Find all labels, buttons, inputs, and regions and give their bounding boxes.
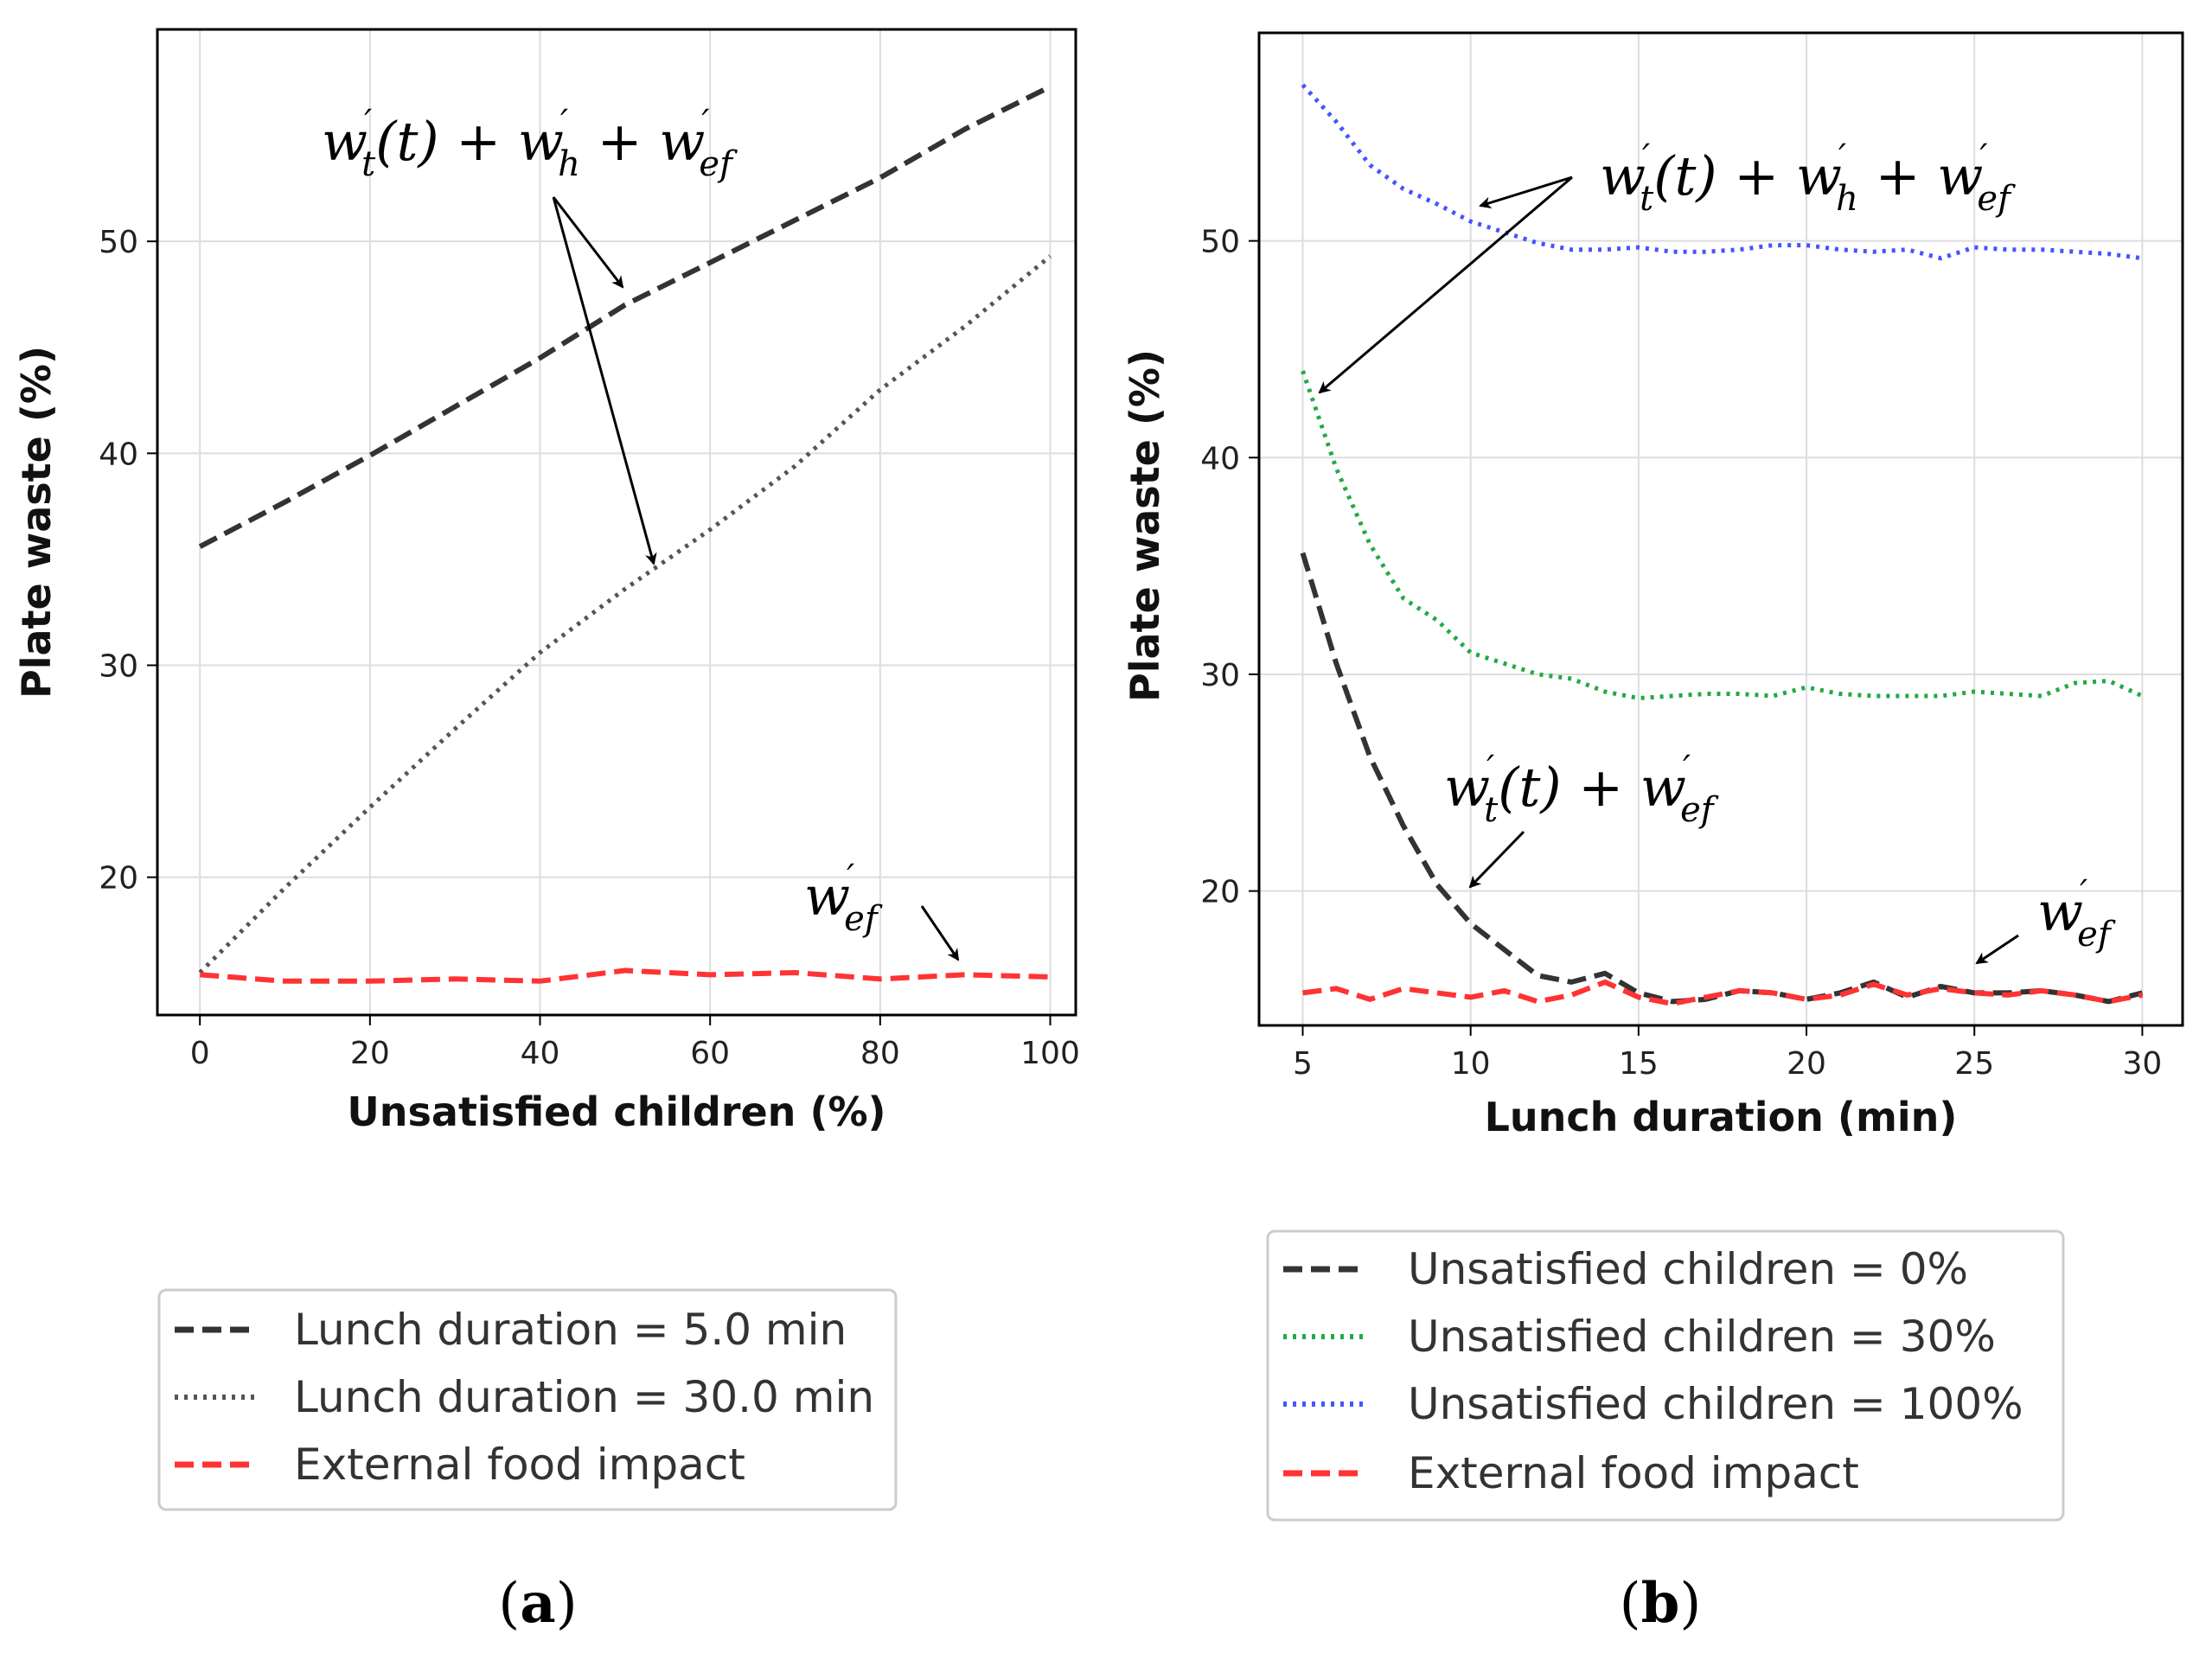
x-tick-label: 10 [1451,1046,1491,1082]
series-lines-b [1300,83,2144,1006]
annotation-arrow-a3 [920,905,960,961]
y-tick-label: 40 [1200,441,1240,476]
panel-label-a: (a) [498,1571,577,1636]
series-line-1 [198,84,1052,549]
x-tick-label: 20 [350,1036,390,1071]
y-tick-label: 40 [99,437,138,472]
legend-label-a1: Lunch duration = 5.0 min [294,1305,847,1355]
legend-label-a3: External food impact [294,1440,745,1490]
series-line-3 [199,967,1051,984]
plot-frame-b [1257,31,2184,1027]
series-lines-a [198,84,1052,984]
x-axis-title-a: Unsatisfied children (%) [347,1089,885,1135]
x-tick-label: 100 [1020,1036,1080,1071]
y-tick-label: 20 [99,861,138,897]
annotation-ef-a: w′ ef [804,858,883,939]
y-tick-label: 50 [1200,225,1240,260]
annotation-arrow-b4 [1975,934,2019,965]
annotation-ef-b: w′ ef [2037,873,2116,954]
annotation-sum-a: w′ t(t) + w′ h + w′ ef [322,103,738,184]
panel-label-b: (b) [1620,1571,1702,1636]
legend-label-b4: External food impact [1408,1448,1859,1498]
series-line-4 [1302,979,2143,1006]
x-tick-label: 40 [521,1036,560,1071]
y-tick-label: 20 [1200,875,1240,910]
legend-label-a2: Lunch duration = 30.0 min [294,1372,874,1422]
annotation-t-ef-b: w′ t(t) + w′ ef [1444,749,1719,830]
legend-a: Lunch duration = 5.0 min Lunch duration … [157,1288,898,1511]
x-tick-label: 0 [190,1036,210,1071]
annotation-arrow-b3 [1468,830,1525,889]
annotation-arrow-b1 [1479,176,1573,209]
series-line-1 [1300,552,2144,1005]
x-tick-label: 60 [690,1036,730,1071]
series-line-3 [1301,83,2143,261]
y-tick-label: 30 [99,648,138,684]
annotation-arrow-b2 [1318,176,1573,394]
x-tick-label: 30 [2122,1046,2162,1082]
x-tick-label: 5 [1293,1046,1313,1082]
legend-label-b2: Unsatisfied children = 30% [1408,1312,1996,1362]
y-axis-title-a: Plate waste (%) [13,346,60,699]
chart-panel-b: 5 10 15 20 25 30 20 30 40 50 Lunch duration (min)… [1122,31,2184,1636]
y-tick-label: 30 [1200,658,1240,693]
grid-a [157,29,1076,1015]
axis-ticks-b: 5 10 15 20 25 30 20 30 40 50 [1200,225,2162,1082]
annotation-sum-b: w′ t(t) + w′ h + w′ ef [1600,137,2016,219]
axis-ticks-a: 0 20 40 60 80 100 20 30 40 50 [99,225,1080,1071]
x-tick-label: 15 [1619,1046,1659,1082]
annotation-arrow-a1 [552,196,624,289]
y-tick-label: 50 [99,225,138,260]
series-line-2 [198,254,1052,974]
x-axis-title-b: Lunch duration (min) [1485,1094,1958,1140]
x-tick-label: 20 [1787,1046,1826,1082]
legend-label-b3: Unsatisfied children = 100% [1408,1379,2023,1429]
legend-b: Unsatisfied children = 0% Unsatisfied ch… [1266,1229,2065,1522]
series-line-2 [1301,370,2144,700]
x-tick-label: 80 [860,1036,900,1071]
plot-frame-a [156,28,1077,1017]
legend-label-b1: Unsatisfied children = 0% [1408,1244,1968,1294]
y-axis-title-b: Plate waste (%) [1122,349,1168,702]
x-tick-label: 25 [1954,1046,1994,1082]
chart-panel-a: 0 20 40 60 80 100 20 30 40 50 Unsatisfied childre… [13,28,1080,1636]
annotation-arrow-a2 [552,196,657,565]
grid-b [1259,33,2183,1025]
